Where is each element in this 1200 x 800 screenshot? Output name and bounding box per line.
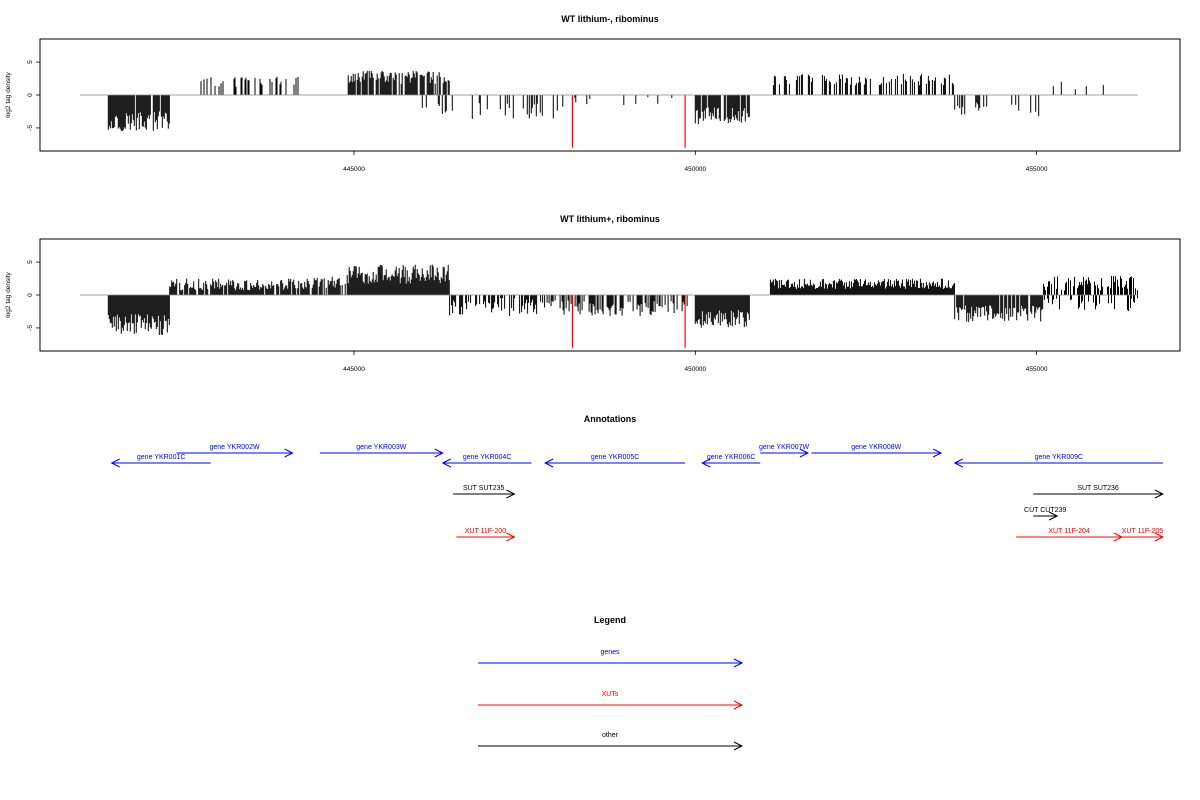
annotation-feature: gene YKR008W — [811, 444, 943, 458]
legend-item: genes — [478, 649, 744, 668]
panel-1: WT lithium-, ribominus -5 0 5 445000 450000 4… — [5, 14, 1181, 173]
y-tick-label: -5 — [27, 125, 34, 131]
legend-arrowhead — [733, 658, 744, 668]
legend-label: genes — [600, 649, 620, 656]
legend-arrowhead — [733, 700, 744, 710]
annotation-feature: CUT CUT239 — [1024, 507, 1066, 521]
feature-label: SUT SUT235 — [463, 485, 505, 492]
y-tick-label: 0 — [27, 93, 34, 97]
annotation-feature: gene YKR005C — [544, 454, 686, 468]
feature-label: XUT 11F-200 — [465, 528, 506, 535]
feature-label: gene YKR007W — [759, 444, 809, 451]
x-tick-label: 455000 — [1026, 366, 1048, 373]
x-tick-label: 450000 — [684, 366, 706, 373]
feature-label: gene YKR001C — [137, 454, 186, 461]
feature-arrowhead — [953, 458, 963, 468]
legend-item: XUTs — [478, 691, 744, 710]
feature-label: CUT CUT239 — [1024, 507, 1066, 514]
y-tick-label: 5 — [27, 60, 34, 64]
panel-2: WT lithium+, ribominus -5 0 5 445000 450000 4… — [5, 214, 1181, 373]
feature-arrowhead — [544, 458, 554, 468]
panel-2-bars — [107, 264, 1138, 348]
x-tick-label: 455000 — [1026, 166, 1048, 173]
panel-1-bars — [107, 70, 1104, 148]
panel-1-y-axis-label: log2 tag density — [5, 71, 12, 117]
feature-label: XUT 11F-205 — [1122, 528, 1163, 535]
annotation-feature: gene YKR009C — [953, 454, 1163, 468]
panel-1-title: WT lithium-, ribominus — [561, 14, 659, 24]
feature-arrowhead — [441, 458, 451, 468]
feature-label: SUT SUT236 — [1077, 485, 1119, 492]
annotation-feature: SUT SUT236 — [1033, 485, 1165, 499]
annotation-feature: XUT 11F-200 — [456, 528, 516, 542]
y-tick-label: 0 — [27, 293, 34, 297]
panel-2-y-axis-label: log2 tag density — [5, 271, 12, 317]
legend-items: genes XUTs other — [478, 649, 744, 751]
annotation-feature: gene YKR004C — [441, 454, 532, 468]
legend-arrowhead — [733, 741, 744, 751]
feature-arrowhead — [932, 448, 943, 458]
feature-arrowhead — [701, 458, 711, 468]
legend-title: Legend — [594, 615, 626, 625]
feature-arrowhead — [799, 448, 810, 458]
y-tick-label: -5 — [27, 325, 34, 331]
annotation-feature: gene YKR006C — [701, 454, 761, 468]
legend-item: other — [478, 732, 744, 751]
feature-arrowhead — [434, 448, 444, 458]
feature-arrowhead — [506, 532, 516, 542]
annotation-features: gene YKR001C gene YKR002W gene YKR003W gene… — [110, 444, 1165, 542]
feature-label: gene YKR003W — [356, 444, 406, 451]
feature-label: gene YKR009C — [1035, 454, 1084, 461]
annotation-feature: gene YKR001C — [110, 454, 211, 468]
legend-label: XUTs — [602, 691, 619, 698]
legend: Legend genes XUTs other — [478, 615, 744, 751]
x-tick-label: 450000 — [684, 166, 706, 173]
legend-label: other — [602, 732, 619, 739]
x-tick-label: 445000 — [343, 366, 365, 373]
y-tick-label: 5 — [27, 260, 34, 264]
panel-2-title: WT lithium+, ribominus — [560, 214, 660, 224]
feature-label: XUT 11F-204 — [1048, 528, 1089, 535]
feature-arrowhead — [284, 448, 294, 458]
annotation-feature: gene YKR002W — [176, 444, 294, 458]
feature-arrowhead — [1154, 532, 1165, 542]
feature-label: gene YKR004C — [463, 454, 512, 461]
feature-label: gene YKR005C — [591, 454, 640, 461]
annotation-feature: SUT SUT235 — [452, 485, 516, 499]
feature-arrowhead — [506, 489, 516, 499]
feature-arrowhead — [110, 458, 120, 468]
panel-2-axes: -5 0 5 445000 450000 455000 — [27, 260, 1048, 373]
annotation-feature: XUT 11F-205 — [1122, 528, 1165, 542]
annotations-title: Annotations — [584, 414, 637, 424]
feature-label: gene YKR008W — [851, 444, 901, 451]
feature-arrowhead — [1154, 489, 1165, 499]
annotation-feature: gene YKR007W — [759, 444, 810, 458]
feature-label: gene YKR002W — [210, 444, 260, 451]
feature-arrowhead — [1048, 511, 1059, 521]
panel-1-axes: -5 0 5 445000 450000 455000 — [27, 60, 1048, 173]
feature-label: gene YKR006C — [707, 454, 756, 461]
x-tick-label: 445000 — [343, 166, 365, 173]
annotation-feature: gene YKR003W — [319, 444, 444, 458]
